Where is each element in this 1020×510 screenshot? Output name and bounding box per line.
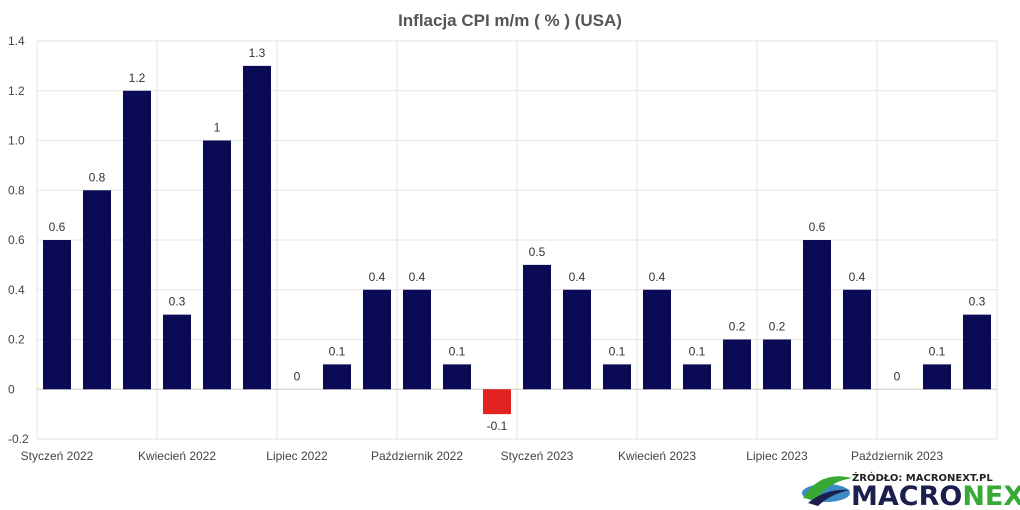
bar — [483, 389, 511, 415]
chart-title: Inflacja CPI m/m ( % ) (USA) — [398, 11, 622, 30]
y-tick-label: 0.8 — [8, 183, 25, 197]
data-label: 0.2 — [769, 320, 786, 334]
bar — [323, 364, 351, 390]
bar — [843, 289, 871, 390]
data-label: 0.4 — [409, 270, 426, 284]
brand-name: MACRONEXT — [851, 481, 1020, 510]
bar — [963, 314, 991, 390]
bar — [243, 65, 271, 390]
bars — [43, 65, 991, 415]
bar — [763, 339, 791, 390]
y-tick-label: 0.2 — [8, 333, 25, 347]
y-tick-label: 1.4 — [8, 34, 25, 48]
data-label: 0.1 — [689, 344, 706, 358]
x-tick-label: Lipiec 2022 — [266, 449, 328, 463]
bar — [443, 364, 471, 390]
x-axis-ticks: Styczeń 2022 Kwiecień 2022 Lipiec 2022 Paźd… — [21, 449, 944, 463]
bar — [163, 314, 191, 390]
data-label: 0.2 — [729, 320, 746, 334]
data-label: 0 — [294, 369, 301, 383]
bar — [83, 190, 111, 390]
x-tick-label: Październik 2023 — [851, 449, 943, 463]
y-axis-ticks: -0.2 0 0.2 0.4 0.6 0.8 1.0 1.2 1.4 — [8, 34, 29, 446]
data-label: 0.5 — [529, 245, 546, 259]
bar — [563, 289, 591, 390]
bar — [203, 140, 231, 390]
data-label: 0.3 — [969, 295, 986, 309]
data-label: 0.4 — [849, 270, 866, 284]
data-label: -0.1 — [487, 419, 508, 433]
data-label: 0.1 — [329, 344, 346, 358]
bar — [363, 289, 391, 390]
x-tick-label: Styczeń 2023 — [501, 449, 574, 463]
bar — [723, 339, 751, 390]
grid — [36, 40, 998, 440]
bar — [403, 289, 431, 390]
bar — [123, 90, 151, 390]
y-tick-label: 0 — [8, 382, 15, 396]
data-label: 0 — [894, 369, 901, 383]
data-label: 1 — [214, 121, 221, 135]
y-tick-label: 0.4 — [8, 283, 25, 297]
data-label: 1.2 — [129, 71, 146, 85]
bar — [643, 289, 671, 390]
data-label: 0.6 — [49, 220, 66, 234]
bar — [43, 240, 71, 390]
y-tick-label: 0.6 — [8, 233, 25, 247]
bar — [803, 240, 831, 390]
data-label: 0.1 — [929, 344, 946, 358]
source-label: ŹRÓDŁO: MACRONEXT.PL — [852, 471, 993, 484]
data-label: 0.4 — [649, 270, 666, 284]
brand-name-macro: MACRO — [851, 481, 962, 510]
data-label: 0.3 — [169, 295, 186, 309]
x-tick-label: Kwiecień 2022 — [138, 449, 216, 463]
data-label: 0.4 — [369, 270, 386, 284]
x-tick-label: Październik 2022 — [371, 449, 463, 463]
data-label: 1.3 — [249, 46, 266, 60]
bar — [603, 364, 631, 390]
data-label: 0.4 — [569, 270, 586, 284]
x-tick-label: Styczeń 2022 — [21, 449, 94, 463]
brand-logo: ŹRÓDŁO: MACRONEXT.PL MACRONEXT — [802, 471, 1020, 510]
y-tick-label: 1.2 — [8, 84, 25, 98]
bar — [923, 364, 951, 390]
bar — [523, 264, 551, 390]
data-label: 0.8 — [89, 170, 106, 184]
y-tick-label: -0.2 — [8, 432, 29, 446]
y-tick-label: 1.0 — [8, 134, 25, 148]
data-label: 0.6 — [809, 220, 826, 234]
x-tick-label: Kwiecień 2023 — [618, 449, 696, 463]
x-tick-label: Lipiec 2023 — [746, 449, 808, 463]
data-label: 0.1 — [609, 344, 626, 358]
bar — [683, 364, 711, 390]
data-label: 0.1 — [449, 344, 466, 358]
brand-name-next: NEXT — [962, 481, 1020, 510]
swoosh-logo-icon — [802, 476, 852, 506]
data-labels: 0.6 0.8 1.2 0.3 1 1.3 0 0.1 0.4 0.4 0.1 -0.1 0.5 0.4 0… — [49, 46, 986, 433]
